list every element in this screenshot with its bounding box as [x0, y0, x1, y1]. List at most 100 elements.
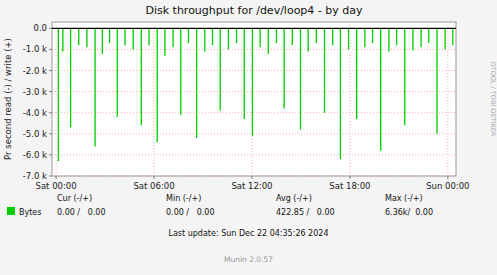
spike: [284, 28, 285, 108]
y-axis-label: Pr second read (-) / write (+): [3, 38, 13, 160]
x-tick: [251, 176, 252, 179]
table-value: 0.00 / 0.00: [166, 208, 215, 217]
spike: [444, 28, 445, 49]
y-tick: [49, 49, 52, 50]
y-tick: [49, 28, 52, 29]
spike: [364, 28, 365, 47]
spike: [78, 28, 79, 45]
spike: [268, 28, 269, 53]
legend-swatch: [7, 207, 15, 215]
spike: [332, 28, 333, 45]
grid-line: [349, 22, 350, 176]
y-tick-label: -3.0 k: [23, 87, 47, 97]
spike: [86, 28, 87, 47]
spike: [164, 28, 165, 55]
spike: [396, 28, 397, 45]
spike: [404, 28, 405, 125]
table-header: Avg (-/+): [276, 194, 312, 203]
x-tick-label: Sat 12:00: [231, 181, 272, 191]
spike: [109, 28, 110, 43]
spike: [412, 28, 413, 50]
spike: [348, 28, 349, 49]
table-value: 0.00 / 0.00: [57, 208, 106, 217]
grid-line: [52, 49, 456, 50]
spike: [228, 28, 229, 49]
y-tick: [49, 176, 52, 177]
legend-entry: Bytes: [19, 208, 41, 217]
x-tick-label: Sun 00:00: [426, 181, 469, 191]
grid-line: [251, 22, 252, 176]
spike: [204, 28, 205, 51]
spike: [196, 28, 197, 138]
spike: [316, 28, 317, 43]
spike: [133, 28, 134, 49]
spike: [340, 28, 341, 159]
spike: [420, 28, 421, 47]
spike: [428, 28, 429, 43]
series: [58, 28, 452, 161]
y-tick: [49, 133, 52, 134]
grid-line: [52, 133, 456, 134]
watermark: DTOOL / TOBI OETIKER: [489, 62, 497, 137]
y-tick-label: -1.0 k: [23, 44, 47, 54]
spike: [70, 28, 71, 127]
spike: [148, 28, 149, 45]
y-tick: [49, 154, 52, 155]
y-tick-label: -2.0 k: [23, 66, 47, 76]
spike: [62, 28, 63, 51]
x-tick-label: Sat 00:00: [36, 181, 77, 191]
y-tick-label: -4.0 k: [23, 108, 47, 118]
spike: [388, 28, 389, 51]
spike: [356, 28, 357, 119]
grid-line: [154, 22, 155, 176]
x-tick: [349, 176, 350, 179]
spike: [117, 28, 118, 117]
spike: [157, 28, 158, 142]
x-tick: [56, 176, 57, 179]
grid-line: [56, 22, 57, 176]
spike: [380, 28, 381, 150]
y-tick-label: -6.0 k: [23, 150, 47, 160]
spike: [308, 28, 309, 51]
spike: [172, 28, 173, 47]
grid-line: [52, 112, 456, 113]
spike: [58, 28, 59, 161]
x-tick-label: Sat 06:00: [133, 181, 174, 191]
y-tick: [49, 112, 52, 113]
spike: [94, 28, 95, 146]
x-tick: [447, 176, 448, 179]
spike: [102, 28, 103, 53]
grid-line: [52, 154, 456, 155]
grid-line: [52, 176, 456, 177]
spike: [141, 28, 142, 125]
last-update: Last update: Sun Dec 22 04:35:26 2024: [169, 229, 329, 238]
grid: [52, 22, 456, 176]
table-value: 6.36k/ 0.00: [385, 208, 433, 217]
spike: [452, 28, 453, 45]
table-header: Min (-/+): [166, 194, 201, 203]
spike: [292, 28, 293, 45]
grid-line: [52, 91, 456, 92]
table-header: Cur (-/+): [57, 194, 92, 203]
y-tick-label: 0.0: [33, 23, 47, 33]
spike: [124, 28, 125, 45]
spike: [244, 28, 245, 119]
table-header: Max (-/+): [385, 194, 423, 203]
title: Disk throughput for /dev/loop4 - by day: [145, 4, 363, 17]
x-tick-label: Sat 18:00: [329, 181, 370, 191]
spike: [324, 28, 325, 112]
spike: [252, 28, 253, 136]
spike: [276, 28, 277, 43]
legend-table: Cur (-/+) Min (-/+) Avg (-/+) Max (-/+) Byte…: [7, 194, 433, 217]
grid-line: [447, 22, 448, 176]
table-value: 422.85 / 0.00: [276, 208, 335, 217]
axes: 0.0-1.0 k-2.0 k-3.0 k-4.0 k-5.0 k-6.0 k-…: [23, 23, 470, 191]
y-tick-label: -7.0 k: [23, 171, 47, 181]
spike: [372, 28, 373, 43]
plot-area: [52, 22, 456, 176]
spike: [220, 28, 221, 110]
grid-line: [52, 28, 456, 29]
chart: 0.0-1.0 k-2.0 k-3.0 k-4.0 k-5.0 k-6.0 k-…: [0, 0, 497, 275]
spike: [236, 28, 237, 43]
x-tick: [154, 176, 155, 179]
